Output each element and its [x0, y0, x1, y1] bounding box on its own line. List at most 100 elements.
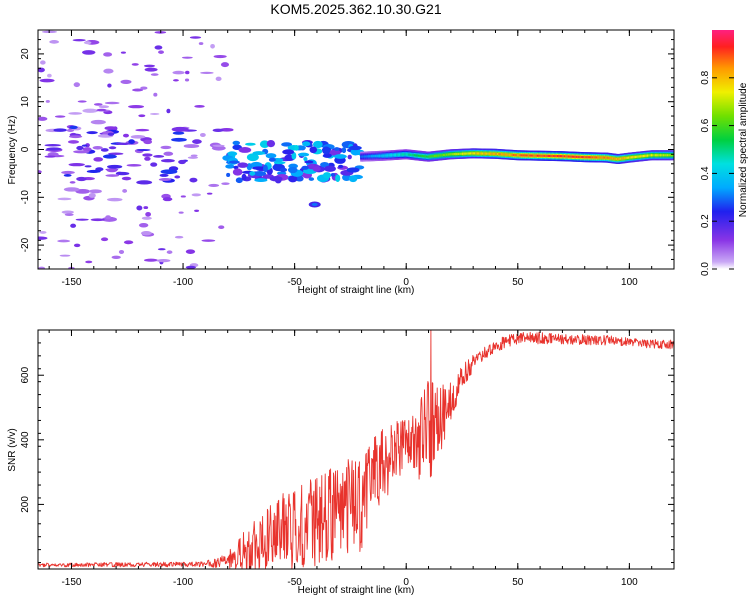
- noise-patch: [212, 128, 224, 132]
- noise-patch: [61, 210, 74, 214]
- noise-patch: [192, 139, 202, 144]
- noise-patch: [131, 63, 139, 66]
- noise-patch: [160, 145, 172, 150]
- x-tick-label: 0: [403, 577, 409, 588]
- noise-patch: [143, 64, 156, 68]
- noise-patch: [47, 73, 52, 78]
- noise-patch: [64, 213, 74, 216]
- noise-patch: [189, 36, 202, 39]
- spectrogram-plot-area: [38, 30, 674, 269]
- noise-patch: [85, 260, 93, 264]
- noise-patch: [138, 222, 149, 228]
- noise-patch: [115, 171, 130, 176]
- colorbar-ticks: 0.0 0.2 0.4 0.6 0.8: [700, 70, 734, 276]
- noise-patch: [49, 40, 60, 44]
- noise-patch: [104, 126, 117, 131]
- noise-patch: [145, 211, 151, 217]
- noise-patch: [57, 239, 71, 243]
- noise-patch: [38, 116, 48, 121]
- signal-blob: [246, 153, 259, 162]
- noise-patch: [180, 195, 186, 198]
- noise-patch: [173, 79, 179, 82]
- colorbar-tick-label: 0.6: [700, 118, 711, 132]
- noise-patch: [159, 173, 169, 177]
- noise-patch: [68, 163, 85, 167]
- noise-patch: [90, 119, 106, 125]
- signal-blob: [338, 164, 344, 169]
- noise-patch: [88, 193, 96, 198]
- spectrogram-x-label: Height of straight line (km): [298, 285, 415, 296]
- noise-patch: [178, 159, 186, 165]
- x-tick-label: -150: [61, 577, 81, 588]
- noise-patch: [160, 169, 178, 175]
- signal-blob: [252, 151, 266, 156]
- signal-blob: [308, 177, 315, 181]
- y-tick-label: 0: [20, 146, 31, 152]
- signal-blob: [225, 164, 235, 169]
- noise-patch: [44, 143, 61, 147]
- noise-patch: [38, 266, 46, 269]
- x-tick-label: -50: [287, 277, 302, 288]
- signal-blob: [232, 140, 240, 146]
- noise-patch: [69, 181, 76, 184]
- noise-patch: [73, 150, 90, 154]
- signal-blob: [322, 153, 332, 158]
- noise-patch: [103, 68, 114, 74]
- signal-blob: [312, 140, 323, 149]
- noise-patch: [156, 259, 171, 263]
- noise-patch: [120, 79, 132, 84]
- signal-blob: [304, 160, 314, 164]
- noise-patch: [104, 101, 120, 105]
- colorbar-tick-label: 0.8: [700, 70, 711, 84]
- snr-panel: -150 -100 -50 0 50 100 200 400 600 Height of st…: [7, 329, 675, 596]
- signal-blob: [282, 149, 295, 155]
- x-tick-label: 0: [403, 277, 409, 288]
- noise-patch: [215, 76, 222, 82]
- noise-patch: [93, 103, 103, 106]
- x-tick-label: 50: [512, 577, 524, 588]
- signal-blob: [334, 147, 340, 151]
- noise-patch: [90, 218, 105, 222]
- noise-patch: [106, 168, 118, 173]
- x-tick-label: 50: [512, 277, 524, 288]
- signal-blob: [254, 178, 268, 183]
- signal-blob: [281, 142, 293, 147]
- noise-patch: [107, 132, 115, 136]
- noise-patch: [190, 154, 198, 157]
- noise-patch: [82, 50, 96, 55]
- noise-patch: [136, 180, 153, 185]
- colorbar: 0.0 0.2 0.4 0.6 0.8 Normalized spectral ampl…: [700, 30, 749, 276]
- noise-patch: [185, 70, 190, 75]
- signal-blob: [320, 161, 330, 168]
- noise-patch: [81, 144, 88, 147]
- signal-blob: [245, 142, 256, 146]
- y-tick-label: 400: [20, 431, 31, 448]
- signal-blob: [266, 140, 276, 148]
- noise-patch: [107, 197, 123, 202]
- signal-blob: [312, 166, 321, 172]
- signal-blob: [269, 176, 283, 182]
- signal-blob: [322, 146, 331, 155]
- noise-patch: [73, 82, 81, 88]
- signal-blob: [235, 177, 243, 184]
- signal-blob: [287, 166, 298, 174]
- noise-patch: [39, 78, 55, 83]
- snr-y-label: SNR (v/v): [7, 428, 18, 471]
- noise-patch: [69, 125, 78, 130]
- noise-patch: [102, 154, 117, 159]
- noise-patch: [38, 236, 48, 240]
- noise-patch: [123, 240, 134, 245]
- noise-patch: [126, 164, 142, 167]
- noise-patch: [136, 149, 151, 152]
- noise-patch: [75, 218, 89, 221]
- noise-patch: [121, 176, 132, 181]
- noise-patch: [70, 223, 77, 228]
- noise-patch: [142, 153, 153, 157]
- noise-patch: [103, 52, 113, 57]
- noise-patch: [100, 148, 109, 152]
- x-tick-label: -100: [173, 277, 193, 288]
- noise-patch: [59, 254, 71, 257]
- colorbar-tick-label: 0.4: [700, 166, 711, 180]
- noise-patch: [183, 144, 200, 149]
